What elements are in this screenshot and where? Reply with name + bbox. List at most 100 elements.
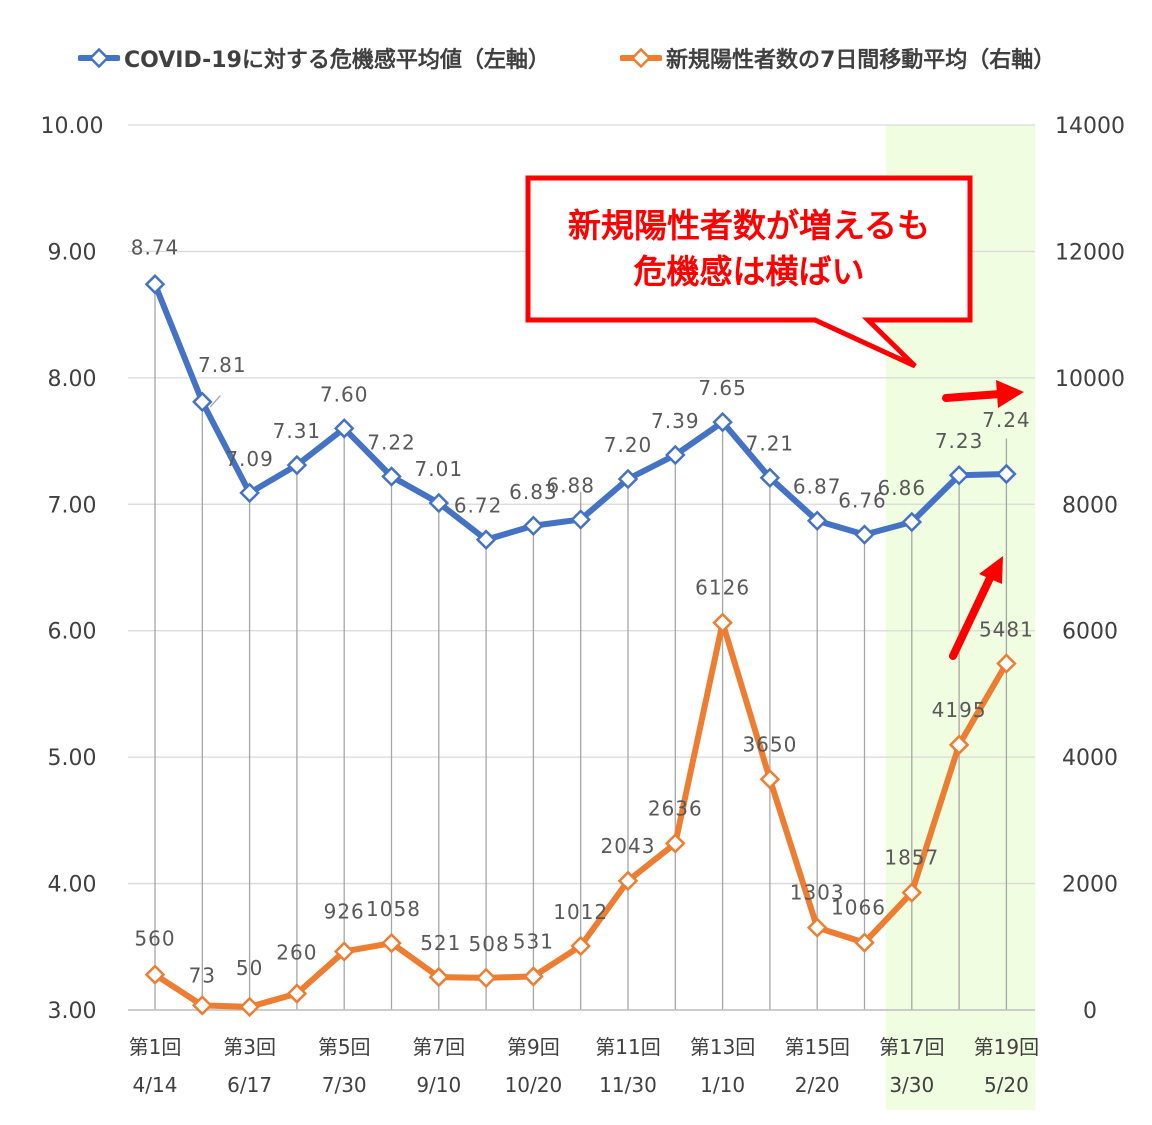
left-axis-tick-label: 8.00 — [48, 367, 97, 392]
left-axis-tick-label: 3.00 — [48, 999, 97, 1024]
data-label-cases: 1066 — [831, 896, 886, 920]
series-cases-point — [475, 967, 497, 989]
x-axis-label-date: 7/30 — [322, 1073, 367, 1097]
right-axis-tick-label: 10000 — [1055, 367, 1125, 392]
series-anxiety-point — [712, 411, 733, 433]
series-anxiety-point — [333, 418, 355, 439]
data-label-cases: 521 — [420, 931, 461, 955]
series-anxiety-point — [286, 454, 308, 476]
data-label-cases: 6126 — [695, 576, 750, 600]
series-cases-point — [523, 966, 544, 987]
data-label-cases: 531 — [513, 929, 554, 953]
data-label-cases: 560 — [134, 927, 175, 951]
x-axis-label-date: 3/30 — [889, 1073, 934, 1097]
callout-bubble — [525, 175, 973, 369]
series-anxiety-point — [901, 511, 923, 533]
callout-text: 新規陽性者数が増えるも 危機感は横ばい — [528, 178, 970, 320]
series-cases-point — [286, 983, 308, 1004]
series-cases-point — [712, 612, 733, 634]
left-axis-tick-label: 6.00 — [48, 620, 97, 645]
arrow-up-head — [979, 556, 1003, 584]
x-axis-label-date: 1/10 — [700, 1073, 745, 1097]
legend-label-anxiety: COVID-19に対する危機感平均値（左軸） — [124, 48, 550, 73]
x-axis-label-survey: 第15回 — [784, 1035, 849, 1059]
x-axis-label-date: 5/20 — [984, 1073, 1029, 1097]
right-axis-tick-label: 4000 — [1062, 746, 1118, 771]
legend: COVID-19に対する危機感平均値（左軸） 新規陽性者数の7日間移動平均（右軸… — [0, 38, 1152, 78]
right-axis-tick-label: 8000 — [1062, 493, 1118, 518]
data-label-cases: 1012 — [553, 900, 608, 924]
series-cases-point — [996, 653, 1017, 674]
x-axis-label-date: 4/14 — [133, 1073, 178, 1097]
data-label-cases: 260 — [276, 941, 317, 965]
series-anxiety-point — [144, 274, 166, 295]
x-axis-label-survey: 第19回 — [974, 1035, 1039, 1059]
series-cases-point — [948, 734, 970, 756]
data-label-cases: 926 — [324, 899, 365, 923]
legend-swatch-anxiety — [78, 47, 120, 69]
series-cases-point — [192, 995, 213, 1016]
data-label-anxiety: 8.74 — [131, 235, 180, 259]
data-label-cases: 50 — [236, 956, 263, 980]
x-axis-label-date: 10/20 — [505, 1073, 563, 1097]
leader-line — [209, 395, 221, 408]
data-label-anxiety: 6.76 — [838, 489, 887, 513]
series-anxiety-point — [523, 515, 544, 537]
legend-swatch-cases — [620, 47, 662, 69]
series-anxiety-point — [806, 510, 828, 531]
right-axis-tick-label: 2000 — [1062, 873, 1118, 898]
data-label-anxiety: 6.87 — [793, 475, 842, 499]
series-cases-point — [617, 870, 639, 892]
series-cases-point — [665, 833, 686, 854]
series-anxiety-point — [570, 509, 591, 530]
series-cases-point — [901, 882, 923, 903]
data-label-cases: 508 — [469, 932, 510, 956]
x-axis-label-date: 2/20 — [795, 1073, 840, 1097]
series-cases-point — [428, 966, 450, 988]
callout-line-2: 危機感は横ばい — [633, 252, 865, 291]
data-label-cases: 1857 — [884, 846, 939, 870]
data-label-anxiety: 6.86 — [878, 476, 927, 500]
series-anxiety-point — [428, 492, 450, 514]
right-axis-tick-label: 14000 — [1055, 114, 1125, 139]
data-label-cases: 2043 — [601, 834, 656, 858]
x-axis-label-survey: 第9回 — [507, 1035, 560, 1059]
arrow-flat-shaft — [942, 390, 1004, 402]
x-axis-label-survey: 第3回 — [223, 1035, 276, 1059]
data-label-anxiety: 7.65 — [698, 376, 747, 400]
series-anxiety-point — [854, 524, 875, 545]
x-axis-label-survey: 第17回 — [879, 1035, 944, 1059]
series-anxiety-point — [239, 482, 260, 504]
right-axis-tick-label: 12000 — [1055, 240, 1125, 265]
x-axis-label-date: 11/30 — [599, 1073, 657, 1097]
series-anxiety-point — [759, 467, 781, 489]
series-anxiety-point — [475, 529, 497, 550]
series-anxiety-point — [381, 466, 402, 487]
series-cases-point — [144, 964, 166, 985]
x-axis-label-survey: 第11回 — [595, 1035, 660, 1059]
legend-label-cases: 新規陽性者数の7日間移動平均（右軸） — [666, 48, 1056, 73]
data-label-cases: 1303 — [790, 881, 845, 905]
series-anxiety-point — [996, 463, 1017, 485]
series-anxiety-point — [192, 391, 213, 413]
data-label-anxiety: 7.39 — [651, 409, 700, 433]
data-label-cases: 73 — [189, 963, 216, 987]
x-axis-label-date: 9/10 — [416, 1073, 461, 1097]
data-label-anxiety: 6.88 — [546, 473, 595, 497]
arrow-flat-head — [996, 380, 1024, 408]
series-cases-point — [381, 932, 402, 954]
callout-line-1: 新規陽性者数が増えるも — [567, 206, 930, 245]
series-cases-point — [570, 935, 591, 957]
data-label-anxiety: 6.72 — [454, 494, 503, 518]
data-label-anxiety: 7.31 — [273, 419, 322, 443]
data-label-cases: 3650 — [742, 732, 797, 756]
data-label-anxiety: 7.60 — [320, 382, 369, 406]
right-axis-tick-label: 6000 — [1062, 620, 1118, 645]
data-label-anxiety: 7.81 — [198, 353, 247, 377]
left-axis-tick-label: 7.00 — [48, 493, 97, 518]
data-label-cases: 1058 — [366, 897, 421, 921]
data-label-cases: 4195 — [932, 698, 987, 722]
arrow-up-shaft — [949, 574, 994, 660]
series-cases-point — [854, 932, 875, 953]
